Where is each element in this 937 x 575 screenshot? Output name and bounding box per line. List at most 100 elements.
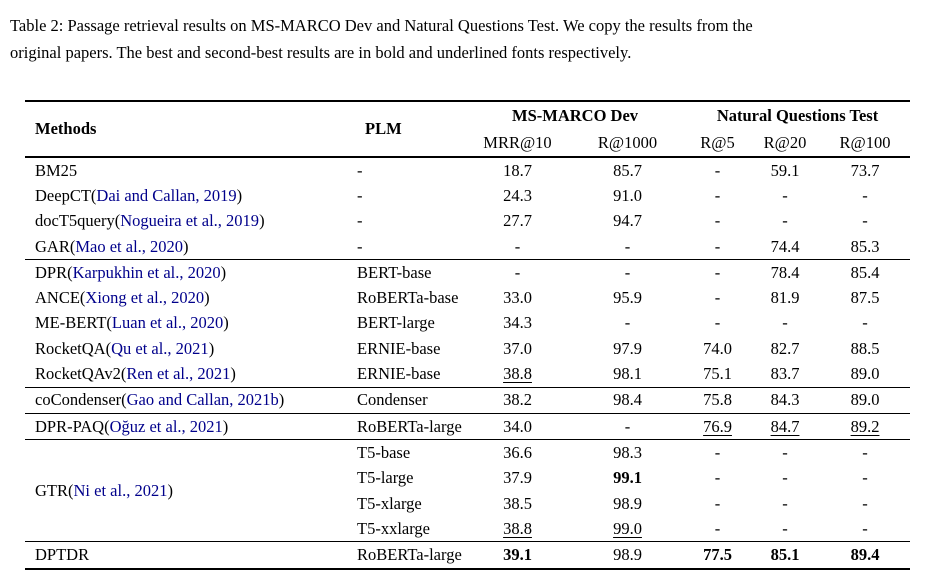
col-group-natural-questions-test: Natural Questions Test (716, 106, 879, 125)
col-group-msmarco-dev: MS-MARCO Dev (512, 106, 639, 125)
plm-cell: - (357, 211, 363, 231)
plm-cell: T5-large (357, 468, 414, 488)
method-name-close: ) (278, 390, 285, 410)
value-cell: 76.9 (685, 412, 751, 440)
citation-link[interactable]: Ren et al., 2021 (126, 364, 231, 384)
citation-link[interactable]: Mao et al., 2020 (75, 236, 184, 256)
table-header: Methods PLM MS-MARCO Dev Natural Questio… (25, 101, 911, 158)
citation-link[interactable]: Oğuz et al., 2021 (109, 416, 223, 436)
method-cell: BM25 (25, 157, 355, 183)
value-cell: - (750, 439, 821, 466)
table-row: GAR(Mao et al., 2020) - - - -74.4 85.3 (25, 234, 910, 260)
value-cell: - (714, 160, 721, 180)
value-cell: 75.8 (685, 386, 751, 414)
plm-cell: RoBERTa-large (355, 541, 465, 569)
plm-cell: Condenser (355, 386, 465, 414)
citation-link[interactable]: Luan et al., 2020 (111, 313, 224, 333)
method-cell: DeepCT(Dai and Callan, 2019) (25, 183, 355, 208)
value-cell: - (685, 439, 751, 466)
plm-cell: ERNIE-base (357, 338, 441, 358)
plm-cell: T5-base (355, 439, 465, 466)
col-header-r20: R@20 (750, 130, 821, 158)
method-name: DeepCT( (35, 185, 97, 205)
value-cell: 74.0 (703, 338, 732, 358)
method-cell: DPTDR (25, 541, 355, 569)
value-cell: 98.9 (613, 493, 642, 513)
col-header-r100: R@100 (820, 130, 911, 158)
plm-cell: - (357, 160, 363, 180)
col-header-mrr10: MRR@10 (465, 130, 570, 158)
col-header-r5: R@5 (685, 130, 751, 158)
value-cell: 74.4 (770, 236, 800, 256)
caption-line-2: original papers. The best and second-bes… (10, 43, 632, 62)
method-name: DPR-PAQ( (35, 416, 110, 436)
value-cell: - (685, 259, 751, 286)
value-cell: 59.1 (770, 160, 800, 180)
plm-cell: T5-xxlarge (357, 518, 431, 538)
citation-link[interactable]: Xiong et al., 2020 (85, 288, 205, 308)
value-cell: 38.5 (503, 493, 532, 513)
value-cell: - (782, 518, 788, 538)
table-row: BM25 - 18.7 85.7 - 59.1 73.7 (25, 157, 910, 183)
method-cell: ME-BERT(Luan et al., 2020) (25, 311, 355, 336)
value-cell: - (862, 493, 868, 513)
value-cell: - (714, 493, 721, 513)
plm-cell: BERT-large (357, 313, 435, 333)
value-cell: - (714, 211, 721, 231)
value-cell: 38.8 (503, 518, 532, 538)
value-cell: 89.2 (820, 412, 911, 440)
value-cell: 39.1 (465, 541, 570, 569)
table-row: RocketQA(Qu et al., 2021) ERNIE-base 37.0 9… (25, 336, 910, 361)
value-cell: 37.9 (503, 468, 532, 488)
method-name: ANCE( (35, 288, 86, 308)
table-row: ME-BERT(Luan et al., 2020) BERT-large 34.3… (25, 311, 910, 336)
value-cell: - (862, 313, 868, 333)
value-cell: - (782, 313, 788, 333)
citation-link[interactable]: Nogueira et al., 2019 (120, 211, 260, 231)
method-name: docT5query( (35, 211, 121, 231)
method-name-close: ) (223, 313, 229, 333)
value-cell: - (782, 211, 788, 231)
method-name: ME-BERT( (35, 313, 112, 333)
value-cell: - (714, 313, 721, 333)
value-cell: - (862, 468, 868, 488)
value-cell: 91.0 (613, 185, 642, 205)
table-body: BM25 - 18.7 85.7 - 59.1 73.7 DeepCT(Dai and Cal… (25, 157, 911, 569)
value-cell: 84.3 (750, 386, 821, 414)
table-row: DPR-PAQ(Oğuz et al., 2021) RoBERTa-large 3… (25, 412, 911, 440)
value-cell: - (862, 211, 868, 231)
value-cell: 97.9 (613, 338, 642, 358)
table-caption: Table 2: Passage retrieval results on MS… (10, 12, 930, 66)
plm-cell: - (357, 185, 363, 205)
method-cell: coCondenser(Gao and Callan, 2021b) (25, 386, 355, 414)
table-row: T5-xlarge 38.5 98.9 - - - (25, 491, 910, 516)
table-row: ANCE(Xiong et al., 2020) RoBERTa-base 33.0… (25, 285, 910, 310)
citation-link[interactable]: Karpukhin et al., 2020 (72, 262, 221, 282)
value-cell: 98.3 (570, 439, 686, 466)
method-cell: docT5query(Nogueira et al., 2019) (25, 209, 355, 234)
citation-link[interactable]: Ni et al., 2021 (73, 480, 168, 500)
table-row: DPTDR RoBERTa-large 39.1 98.9 77.5 85.1 89.4 (25, 541, 911, 569)
table-row: DeepCT(Dai and Callan, 2019) -24.3 91.0- - - (25, 183, 910, 208)
citation-link[interactable]: Qu et al., 2021 (111, 338, 209, 358)
value-cell: - (820, 439, 911, 466)
table-row: coCondenser(Gao and Callan, 2021b) Conden… (25, 386, 911, 414)
value-cell: 87.5 (850, 288, 880, 308)
value-cell: 89.0 (820, 386, 911, 414)
value-cell: 83.7 (770, 364, 800, 384)
table-row: T5-large 37.9 99.1 - - - (25, 466, 910, 491)
citation-link[interactable]: Dai and Callan, 2019 (96, 185, 237, 205)
plm-cell: BERT-base (355, 259, 465, 286)
value-cell: 84.7 (750, 412, 821, 440)
value-cell: 85.3 (850, 236, 880, 256)
value-cell: - (624, 236, 631, 256)
plm-cell: T5-xlarge (357, 493, 422, 513)
value-cell: - (714, 185, 721, 205)
value-cell: - (714, 518, 721, 538)
value-cell: 85.4 (820, 259, 911, 286)
value-cell: - (465, 259, 570, 286)
table-row: RocketQAv2(Ren et al., 2021) ERNIE-base 38… (25, 361, 910, 387)
value-cell: - (714, 468, 721, 488)
citation-link[interactable]: Gao and Callan, 2021b (126, 390, 279, 410)
method-name: RocketQA( (35, 338, 112, 358)
